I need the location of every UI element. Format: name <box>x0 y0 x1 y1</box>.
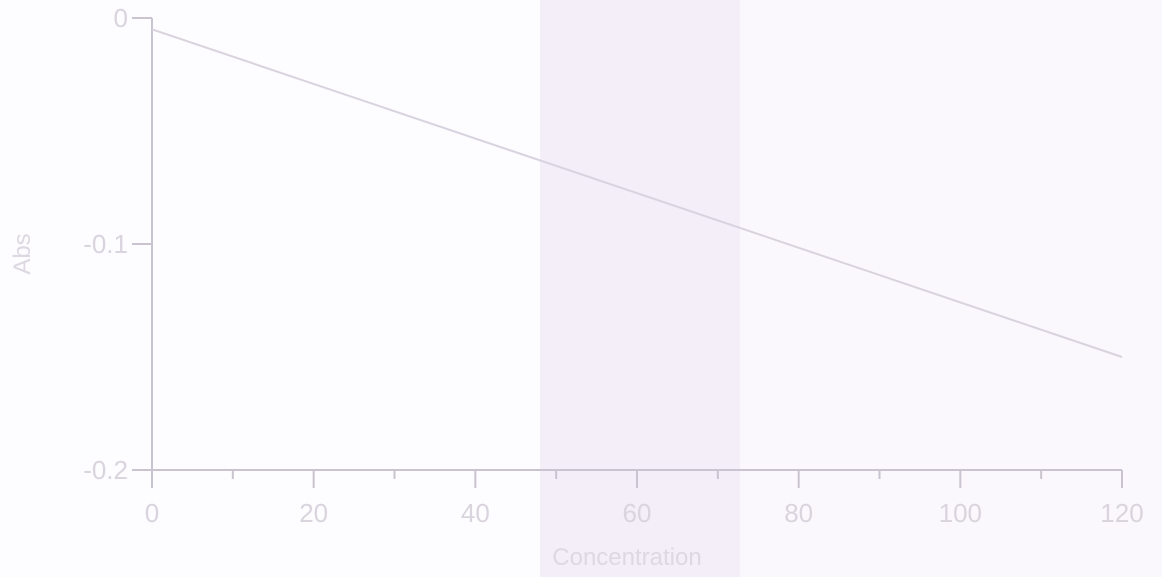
scan-shade-center <box>540 0 740 577</box>
x-tick-label: 60 <box>623 498 652 528</box>
scan-shade-left <box>0 0 540 577</box>
x-ticks: 0 20 40 60 80 100 120 <box>145 470 1144 528</box>
x-tick-label: 80 <box>784 498 813 528</box>
y-ticks: 0 -0.1 -0.2 <box>83 3 152 485</box>
series-line <box>151 28 1123 358</box>
x-tick-label: 40 <box>461 498 490 528</box>
x-tick-label: 20 <box>299 498 328 528</box>
y-tick-label: -0.1 <box>83 229 128 259</box>
y-axis-title: Abs <box>9 233 36 274</box>
x-tick-label: 100 <box>939 498 982 528</box>
scan-shade-right <box>740 0 1162 577</box>
y-tick-label: 0 <box>114 3 128 33</box>
x-tick-label: 0 <box>145 498 159 528</box>
x-axis-title: Concentration <box>552 544 701 571</box>
series-group <box>151 28 1123 358</box>
axes <box>151 18 1122 471</box>
x-tick-label: 120 <box>1100 498 1143 528</box>
y-tick-label: -0.2 <box>83 455 128 485</box>
